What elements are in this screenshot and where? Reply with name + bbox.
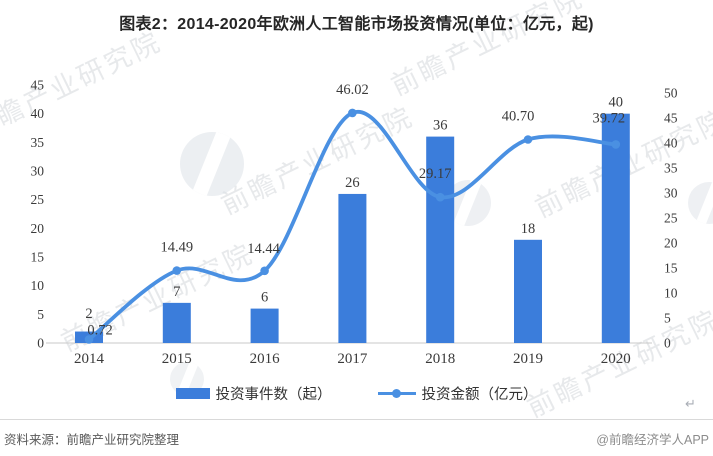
line-series-swatch-icon bbox=[377, 388, 416, 399]
footer-brand-text: @前瞻经济学人APP bbox=[596, 433, 709, 447]
line-value-label: 29.17 bbox=[419, 166, 452, 182]
legend-label: 投资事件数（起） bbox=[215, 386, 332, 403]
bar-2019 bbox=[514, 239, 542, 343]
left-axis-tick-label: 35 bbox=[31, 135, 45, 150]
bar-value-label: 2 bbox=[85, 306, 92, 322]
right-axis-tick-label: 5 bbox=[664, 311, 671, 326]
line-marker-2019 bbox=[523, 135, 533, 144]
right-axis-tick-label: 40 bbox=[664, 136, 678, 151]
x-axis-category-label: 2016 bbox=[250, 351, 281, 367]
chart-title: 图表2：2014-2020年欧洲人工智能市场投资情况(单位：亿元，起) bbox=[119, 16, 594, 33]
bar-value-label: 7 bbox=[173, 284, 180, 300]
line-value-label: 0.72 bbox=[87, 322, 112, 338]
left-axis-tick-label: 10 bbox=[31, 278, 45, 293]
bar-2020 bbox=[601, 113, 630, 344]
left-axis-tick-label: 30 bbox=[31, 164, 45, 179]
left-axis-tick-label: 15 bbox=[31, 250, 45, 265]
left-axis-tick-label: 5 bbox=[37, 307, 44, 322]
right-axis-tick-label: 20 bbox=[664, 236, 678, 251]
bar-2018 bbox=[426, 136, 455, 343]
left-axis-tick-label: 20 bbox=[31, 221, 45, 236]
right-axis-tick-label: 50 bbox=[664, 86, 678, 101]
line-marker-2015 bbox=[172, 266, 182, 275]
line-value-label: 46.02 bbox=[336, 82, 369, 98]
x-axis-category-label: 2015 bbox=[162, 351, 192, 367]
line-value-label: 39.72 bbox=[592, 110, 625, 126]
x-axis-category-label: 2017 bbox=[337, 351, 368, 367]
bar-value-label: 26 bbox=[345, 175, 360, 191]
line-marker-2014 bbox=[84, 335, 94, 344]
footer: 资料来源：前瞻产业研究院整理 @前瞻经济学人APP bbox=[0, 419, 713, 456]
right-axis-tick-label: 15 bbox=[664, 261, 678, 276]
line-value-label: 14.49 bbox=[160, 240, 193, 256]
line-marker-2020 bbox=[611, 140, 621, 149]
left-axis-tick-label: 45 bbox=[31, 78, 45, 93]
x-axis-category-label: 2018 bbox=[425, 351, 455, 367]
x-axis-category-label: 2019 bbox=[513, 351, 543, 367]
right-axis-tick-label: 0 bbox=[664, 336, 671, 351]
legend-item-line-series: 投资金额（亿元） bbox=[377, 383, 538, 404]
line-value-label: 14.44 bbox=[247, 241, 280, 257]
left-axis-tick-label: 25 bbox=[31, 192, 45, 207]
x-axis-category-label: 2020 bbox=[601, 351, 631, 367]
left-axis-tick-label: 0 bbox=[37, 336, 44, 351]
return-mark: ↵ bbox=[685, 396, 696, 411]
right-axis-tick-label: 30 bbox=[664, 186, 678, 201]
bar-value-label: 40 bbox=[609, 95, 624, 111]
bar-series-swatch-icon bbox=[175, 387, 210, 399]
bar-value-label: 6 bbox=[261, 290, 268, 306]
bar-2016 bbox=[250, 308, 279, 343]
footer-source-text: 资料来源：前瞻产业研究院整理 bbox=[4, 433, 180, 447]
line-marker-2017 bbox=[348, 108, 357, 118]
line-marker-2016 bbox=[260, 266, 269, 276]
line-marker-2018 bbox=[435, 192, 445, 202]
bar-value-label: 36 bbox=[433, 118, 448, 134]
bar-2015 bbox=[162, 302, 191, 343]
right-axis-tick-label: 25 bbox=[664, 211, 678, 226]
right-axis-tick-label: 10 bbox=[664, 286, 678, 301]
left-axis-tick-label: 40 bbox=[31, 106, 45, 121]
bar-value-label: 18 bbox=[521, 221, 536, 237]
legend-label: 投资金额（亿元） bbox=[421, 386, 538, 403]
right-axis-tick-label: 45 bbox=[664, 111, 678, 126]
line-value-label: 40.70 bbox=[502, 109, 535, 125]
x-axis-category-label: 2014 bbox=[74, 351, 105, 367]
legend-item-bar-series: 投资事件数（起） bbox=[175, 383, 332, 404]
chart-legend: 投资事件数（起） 投资金额（亿元） bbox=[0, 381, 713, 405]
bar-2017 bbox=[338, 193, 367, 343]
right-axis-tick-label: 35 bbox=[664, 161, 678, 176]
